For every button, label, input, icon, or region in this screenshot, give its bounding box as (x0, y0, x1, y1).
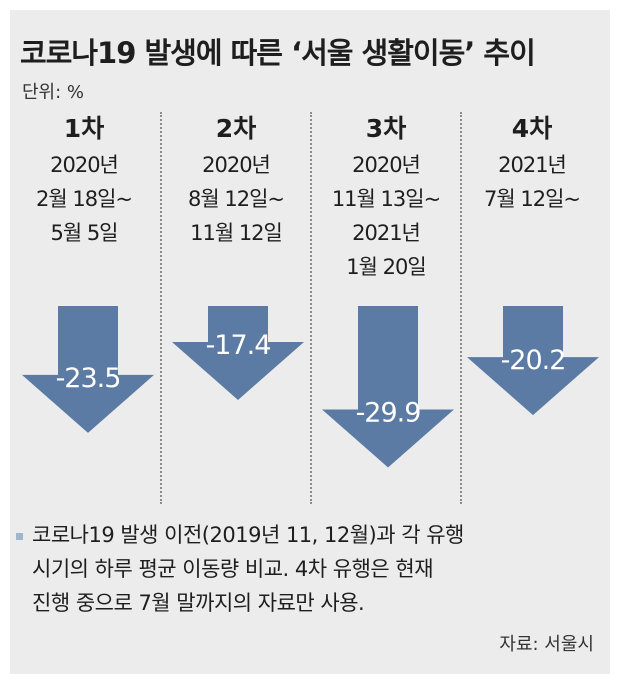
chart-title: 코로나19 발생에 따른 ‘서울 생활이동’ 추이 (20, 36, 536, 70)
footnote-line: 진행 중으로 7월 말까지의 자료만 사용. (32, 591, 365, 615)
phase-3-header: 3차 2020년 11월 13일~ 2021년 1월 20일 (316, 112, 456, 284)
unit-label: 단위: % (22, 82, 85, 103)
period-line: 2021년 (352, 221, 421, 245)
bullet-icon (16, 533, 23, 540)
phase-label: 3차 (365, 114, 407, 143)
footnote-line: 코로나19 발생 이전(2019년 11, 12월)과 각 유행 (32, 523, 464, 547)
arrow-bar-2 (172, 306, 304, 400)
period-line: 2021년 (498, 153, 567, 177)
period-line: 11월 13일~ (331, 187, 441, 211)
arrow-bar-3 (322, 306, 454, 468)
phase-2-header: 2차 2020년 8월 12일~ 11월 12일 (166, 112, 306, 250)
value-label-4: -20.2 (501, 345, 566, 376)
phase-1-header: 1차 2020년 2월 18일~ 5월 5일 (14, 112, 154, 250)
period-line: 7월 12일~ (484, 187, 581, 211)
value-label-1: -23.5 (56, 363, 121, 394)
value-label-3: -29.9 (356, 397, 421, 428)
arrow-bar-4 (467, 306, 599, 416)
arrow-bar-1 (22, 306, 154, 433)
footnote-line: 시기의 하루 평균 이동량 비교. 4차 유행은 현재 (32, 557, 434, 581)
period-line: 5월 5일 (50, 221, 118, 245)
source-label: 자료: 서울시 (499, 634, 594, 655)
column-divider (160, 112, 162, 504)
column-divider (460, 112, 462, 504)
period-line: 11월 12일 (190, 221, 283, 245)
phase-label: 2차 (215, 114, 257, 143)
period-line: 2020년 (202, 153, 271, 177)
footnote: 코로나19 발생 이전(2019년 11, 12월)과 각 유행 시기의 하루 … (14, 518, 594, 620)
period-line: 2월 18일~ (36, 187, 133, 211)
period-line: 8월 12일~ (188, 187, 285, 211)
period-line: 1월 20일 (346, 255, 426, 279)
phase-4-header: 4차 2021년 7월 12일~ (462, 112, 602, 216)
value-label-2: -17.4 (206, 330, 271, 361)
column-divider (310, 112, 312, 504)
phase-label: 4차 (511, 114, 553, 143)
period-line: 2020년 (352, 153, 421, 177)
period-line: 2020년 (50, 153, 119, 177)
phase-label: 1차 (63, 114, 105, 143)
